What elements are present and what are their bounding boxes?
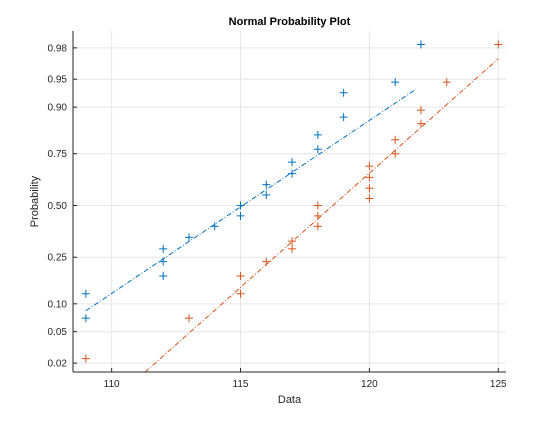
y-tick-label: 0.98 — [48, 43, 68, 54]
series-2-point — [81, 354, 90, 363]
series-1-point — [236, 201, 245, 210]
series-1-point — [313, 130, 322, 139]
series-1-point — [262, 180, 271, 189]
series-2-point — [313, 222, 322, 231]
series-1-point — [81, 289, 90, 298]
series-2-fit-line — [144, 58, 499, 373]
axes — [72, 31, 506, 373]
x-tick-label: 125 — [490, 379, 507, 390]
y-tick-label: 0.50 — [48, 201, 68, 212]
series-1-point — [81, 314, 90, 323]
series-1-point — [210, 222, 219, 231]
series-1-point — [391, 78, 400, 87]
series-1-point — [159, 257, 168, 266]
series-2-point — [313, 211, 322, 220]
series-2-point — [313, 201, 322, 210]
series-1-point — [339, 113, 348, 122]
series-2-point — [391, 149, 400, 158]
x-tick-label: 115 — [233, 379, 249, 390]
series-2-point — [184, 314, 193, 323]
y-tick-label: 0.25 — [48, 253, 68, 264]
chart-title: Normal Probability Plot — [229, 16, 351, 28]
fit-lines — [85, 58, 499, 373]
series-1-point — [416, 40, 425, 49]
y-axis-label: Probability — [29, 175, 41, 227]
series-2-point — [236, 272, 245, 281]
y-tick-label: 0.05 — [48, 327, 68, 338]
grid — [73, 31, 506, 372]
series-2-point — [391, 135, 400, 144]
series-1-point — [236, 211, 245, 220]
series-1-point — [159, 244, 168, 253]
series-2-point — [236, 289, 245, 298]
x-tick-label: 110 — [104, 379, 120, 390]
y-tick-label: 0.95 — [48, 75, 68, 86]
y-tick-label: 0.90 — [48, 103, 68, 114]
series-1-point — [288, 169, 297, 178]
series-1-point — [159, 272, 168, 281]
series-1-point — [184, 233, 193, 242]
series-2-point — [442, 78, 451, 87]
series-2-point — [365, 194, 374, 203]
data-points — [81, 40, 503, 363]
series-2-point — [288, 237, 297, 246]
series-2-point — [365, 173, 374, 182]
plot-area — [73, 31, 506, 372]
x-axis-label: Data — [278, 394, 302, 406]
x-tick-label: 120 — [361, 379, 378, 390]
tick-labels: 110 115 120 125 0.02 0.05 0.10 0.25 0.50 0.75 0.90… — [48, 43, 508, 390]
series-2-point — [262, 257, 271, 266]
y-tick-label: 0.75 — [48, 149, 68, 160]
series-2-point — [494, 40, 503, 49]
y-tick-label: 0.02 — [48, 359, 68, 370]
series-1-point — [339, 88, 348, 97]
series-1-point — [313, 145, 322, 154]
y-tick-label: 0.10 — [48, 299, 68, 310]
series-2-point — [365, 184, 374, 193]
series-2-point — [365, 162, 374, 171]
series-1-point — [288, 158, 297, 167]
series-2-point — [416, 119, 425, 128]
series-1-fit-line — [85, 88, 417, 312]
series-2-point — [416, 106, 425, 115]
series-2-point — [288, 244, 297, 253]
series-1-point — [262, 191, 271, 200]
